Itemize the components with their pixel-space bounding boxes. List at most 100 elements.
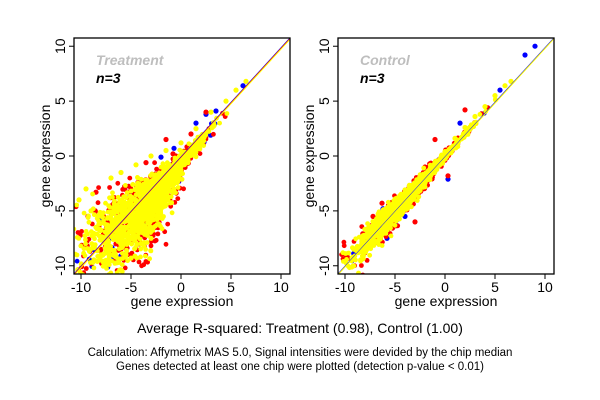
data-point <box>522 52 528 58</box>
data-point <box>148 248 154 254</box>
data-point <box>89 229 94 235</box>
data-point <box>151 204 157 210</box>
data-point <box>91 275 96 280</box>
data-point <box>175 196 181 202</box>
data-point <box>147 277 152 282</box>
data-point <box>472 113 478 120</box>
calculation-note: Calculation: Affymetrix MAS 5.0, Signal … <box>87 347 513 359</box>
data-point <box>76 236 82 241</box>
data-point <box>412 186 418 192</box>
data-point <box>432 136 438 143</box>
control-panel-title: Control <box>360 52 411 68</box>
data-point <box>143 230 149 236</box>
y-tick-label: -10 <box>52 255 68 275</box>
data-point <box>154 222 160 227</box>
data-point <box>128 188 134 194</box>
data-point <box>380 231 385 237</box>
x-tick-label: -5 <box>125 279 138 295</box>
data-point <box>90 191 95 197</box>
data-point <box>54 227 59 232</box>
data-point <box>163 147 169 154</box>
data-point <box>135 180 141 186</box>
data-point <box>103 246 109 252</box>
data-point <box>104 266 109 271</box>
data-point <box>139 263 145 269</box>
data-point <box>363 275 368 280</box>
data-point <box>117 198 123 204</box>
data-point <box>104 275 109 280</box>
data-point <box>94 281 99 286</box>
data-point <box>136 259 142 265</box>
data-point <box>349 264 355 270</box>
data-point <box>153 191 159 197</box>
data-point <box>89 241 95 247</box>
data-point <box>403 205 408 211</box>
data-point <box>138 246 144 252</box>
data-point <box>508 78 514 84</box>
data-point <box>111 210 117 216</box>
x-tick-label: 0 <box>177 279 185 295</box>
data-point <box>197 151 203 157</box>
data-point <box>86 219 92 225</box>
data-point <box>133 197 138 202</box>
data-point <box>358 258 363 264</box>
data-point <box>462 107 468 113</box>
data-point <box>150 225 156 231</box>
data-point <box>105 209 111 215</box>
data-point <box>108 175 114 181</box>
y-tick-label: -10 <box>316 255 332 275</box>
x-tick-label: -10 <box>71 279 91 295</box>
data-point <box>416 194 422 200</box>
data-point <box>108 214 114 220</box>
data-point <box>143 160 149 166</box>
data-point <box>184 155 190 161</box>
data-point <box>169 183 175 188</box>
data-point <box>152 160 158 166</box>
data-point <box>376 209 382 215</box>
data-point <box>442 149 448 155</box>
data-point <box>129 227 135 233</box>
data-point <box>115 180 121 186</box>
data-point <box>165 183 171 189</box>
data-point <box>79 229 84 234</box>
data-point <box>164 174 170 180</box>
data-point <box>148 173 154 179</box>
data-point <box>112 307 117 312</box>
data-point <box>353 236 359 242</box>
data-point <box>106 278 111 283</box>
data-point <box>123 252 129 258</box>
data-point <box>421 165 427 171</box>
data-point <box>123 238 128 244</box>
data-point <box>160 194 166 200</box>
data-point <box>121 201 127 207</box>
data-point <box>394 200 400 206</box>
data-point <box>143 183 149 189</box>
data-point <box>123 183 128 188</box>
data-point <box>116 246 122 252</box>
data-point <box>106 203 112 209</box>
data-point <box>179 176 185 182</box>
treatment-x-axis: -10 -5 0 5 10 <box>71 274 289 295</box>
data-point <box>169 200 175 206</box>
data-point <box>462 124 468 131</box>
data-point <box>123 224 129 230</box>
data-point <box>240 83 246 89</box>
y-tick-label: 0 <box>52 152 68 160</box>
data-point <box>83 266 89 271</box>
data-point <box>361 253 366 259</box>
data-point <box>340 250 346 256</box>
treatment-x-axis-label: gene expression <box>131 293 234 309</box>
data-point <box>157 201 163 207</box>
treatment-panel: -10 -5 0 5 10 -10 -5 0 5 10 gene expression gene… <box>37 37 291 312</box>
data-point <box>113 237 119 243</box>
data-point <box>96 185 101 191</box>
data-point <box>113 278 118 283</box>
data-point <box>173 176 179 182</box>
data-point <box>91 212 97 218</box>
y-tick-label: 5 <box>316 97 332 105</box>
data-point <box>115 281 120 286</box>
data-point <box>171 186 177 192</box>
data-point <box>172 155 178 161</box>
data-point <box>163 136 169 143</box>
data-point <box>482 104 488 110</box>
